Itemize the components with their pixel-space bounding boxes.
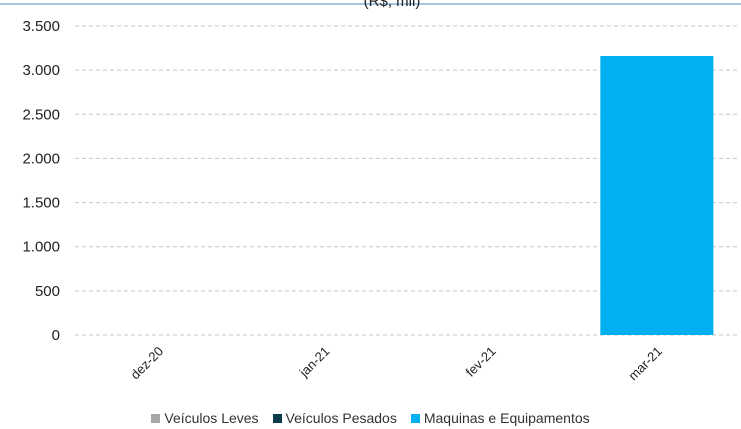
legend-item: Veículos Leves xyxy=(151,410,259,426)
legend-swatch xyxy=(410,413,420,423)
legend-swatch xyxy=(151,413,161,423)
y-tick-label: 1.500 xyxy=(22,195,60,212)
legend-swatch xyxy=(272,413,282,423)
bar xyxy=(600,56,714,335)
legend-label: Veículos Pesados xyxy=(285,410,397,426)
x-tick-label: dez-20 xyxy=(128,344,167,383)
chart-title-fragment: (R$, mil) xyxy=(364,0,421,10)
legend-item: Maquinas e Equipamentos xyxy=(410,410,590,426)
legend-label: Veículos Leves xyxy=(164,410,259,426)
y-tick-label: 3.000 xyxy=(22,62,60,79)
legend-item: Veículos Pesados xyxy=(272,410,397,426)
y-tick-label: 2.000 xyxy=(22,150,60,167)
chart-legend: Veículos Leves Veículos Pesados Maquinas e… xyxy=(0,410,741,426)
x-tick-label: mar-21 xyxy=(625,344,665,384)
legend-label: Maquinas e Equipamentos xyxy=(423,410,590,426)
y-tick-label: 3.500 xyxy=(22,18,60,35)
x-tick-label: fev-21 xyxy=(463,344,499,380)
y-tick-label: 2.500 xyxy=(22,106,60,123)
x-tick-label: jan-21 xyxy=(296,344,333,381)
y-tick-label: 500 xyxy=(35,283,60,300)
y-tick-label: 0 xyxy=(52,327,60,344)
y-tick-label: 1.000 xyxy=(22,239,60,256)
